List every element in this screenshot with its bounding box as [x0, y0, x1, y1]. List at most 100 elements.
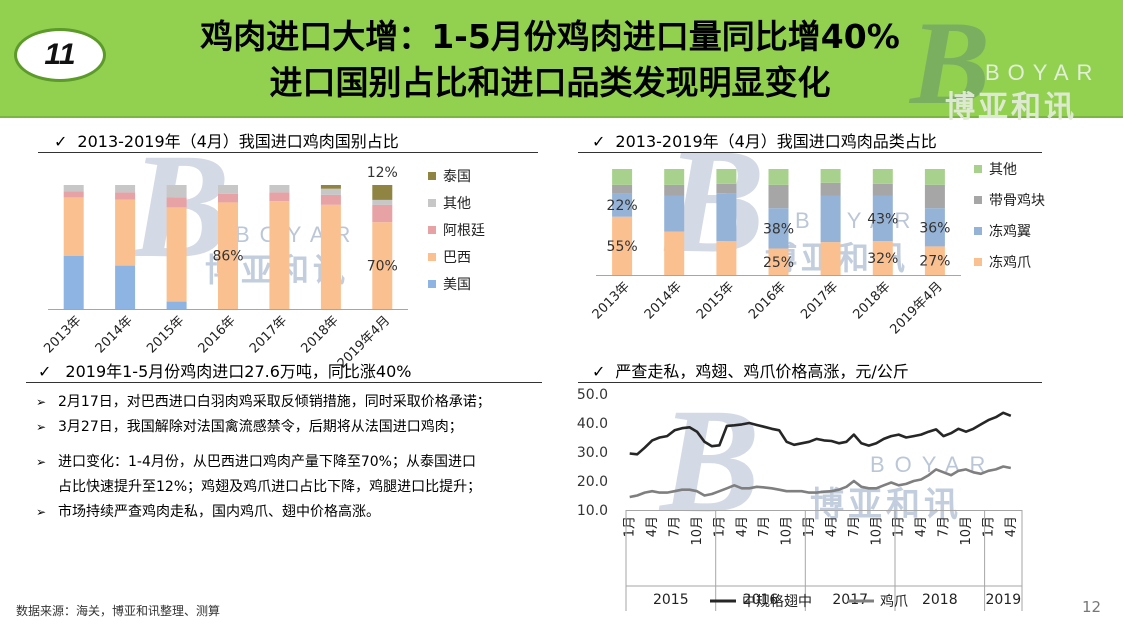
- x-tick-label: 2016年: [746, 279, 789, 322]
- page-number: 12: [1082, 598, 1102, 616]
- bar-segment: [218, 202, 238, 309]
- data-label: 27%: [919, 254, 950, 270]
- divider: [38, 152, 538, 153]
- bullet-item: ➢ 3月27日，我国解除对法国禽流感禁令，后期将从法国进口鸡肉；: [34, 415, 554, 440]
- data-label: 22%: [607, 198, 638, 214]
- bar-segment: [115, 265, 136, 309]
- bar-segment: [320, 194, 341, 205]
- month-tick-label: 4月: [735, 516, 750, 537]
- month-tick-label: 4月: [645, 516, 660, 537]
- category-share-heading: ✓ 2013-2019年（4月）我国进口鸡肉品类占比: [592, 132, 937, 151]
- month-tick-label: 4月: [914, 516, 929, 537]
- bar-segment: [372, 222, 393, 309]
- bar-segment: [372, 185, 393, 200]
- bar-segment: [872, 241, 893, 275]
- check-icon: ✓: [54, 132, 68, 151]
- bar-segment: [872, 169, 893, 184]
- month-tick-label: 4月: [825, 516, 840, 537]
- data-label: 36%: [919, 220, 950, 236]
- year-label: 2016: [743, 592, 779, 608]
- summary-heading: ✓ 2019年1-5月份鸡肉进口27.6万吨，同比涨40%: [38, 362, 412, 381]
- bar-segment: [612, 184, 633, 194]
- legend-label: 其他: [443, 196, 471, 212]
- bar-segment: [320, 185, 341, 189]
- bar-segment: [612, 216, 633, 275]
- bar-segment: [166, 185, 187, 198]
- bar-segment: [820, 242, 841, 275]
- bar-segment: [269, 201, 290, 309]
- bar-segment: [924, 184, 945, 209]
- bar-segment: [320, 188, 341, 195]
- bar-segment: [63, 197, 84, 256]
- bar-segment: [63, 255, 84, 309]
- bar-segment: [716, 193, 737, 242]
- arrow-bullet-icon: ➢: [36, 505, 47, 519]
- slide-number-badge: 11: [14, 28, 106, 82]
- x-tick-label: 2018年: [299, 313, 342, 356]
- series-line: [629, 465, 1012, 499]
- country-share-heading: ✓ 2013-2019年（4月）我国进口鸡肉国别占比: [54, 132, 399, 151]
- bullet-text: 进口变化：1-4月份，从巴西进口鸡肉产量下降至70%；从泰国进口: [58, 454, 476, 470]
- legend-label: 带骨鸡块: [989, 192, 1045, 209]
- divider: [26, 382, 542, 383]
- bar-segment: [716, 183, 737, 194]
- divider: [578, 382, 1042, 383]
- legend-swatch: [428, 226, 436, 234]
- bar-segment: [820, 182, 841, 196]
- month-tick-label: 1月: [981, 516, 996, 537]
- bar-segment: [166, 207, 187, 302]
- month-tick-label: 1月: [623, 516, 638, 537]
- bar-segment: [269, 185, 290, 193]
- y-tick-label: 20.0: [577, 474, 608, 490]
- bar-segment: [716, 241, 737, 275]
- month-tick-label: 7月: [847, 516, 862, 537]
- data-label: 38%: [763, 221, 794, 237]
- data-label: 70%: [367, 259, 398, 275]
- header-banner: 11 鸡肉进口大增：1-5月份鸡肉进口量同比增40% 进口国别占比和进口品类发现…: [0, 0, 1123, 129]
- check-icon: ✓: [38, 362, 52, 381]
- year-label: 2019: [985, 592, 1021, 608]
- month-tick-label: 1月: [712, 516, 727, 537]
- arrow-bullet-icon: ➢: [36, 420, 47, 434]
- bar-segment: [269, 192, 290, 202]
- bar-segment: [166, 301, 187, 309]
- series-line: [629, 411, 1012, 456]
- bar-segment: [768, 169, 789, 185]
- year-label: 2015: [653, 592, 689, 608]
- month-tick-label: 1月: [802, 516, 817, 537]
- bar-segment: [612, 193, 633, 217]
- month-tick-label: 10月: [869, 516, 884, 546]
- month-tick-label: 7月: [668, 516, 683, 537]
- month-tick-label: 1月: [892, 516, 907, 537]
- legend-swatch: [974, 196, 982, 204]
- check-icon: ✓: [592, 362, 606, 381]
- bar-segment: [115, 185, 136, 193]
- x-tick-label: 2017年: [247, 313, 290, 356]
- bullet-item: ➢ 市场持续严查鸡肉走私，国内鸡爪、翅中价格高涨。: [34, 500, 554, 525]
- bar-segment: [612, 169, 633, 185]
- x-tick-label: 2013年: [41, 313, 84, 356]
- data-label: 86%: [212, 249, 243, 265]
- slide-title: 鸡肉进口大增：1-5月份鸡肉进口量同比增40% 进口国别占比和进口品类发现明显变…: [100, 14, 1000, 106]
- summary-bullets: ➢ 2月17日，对巴西进口白羽肉鸡采取反倾销措施，同时采取价格承诺； ➢ 3月27日，…: [34, 390, 554, 525]
- x-tick-label: 2018年: [850, 279, 893, 322]
- legend-swatch: [428, 280, 436, 288]
- bar-segment: [768, 208, 789, 249]
- check-icon: ✓: [592, 132, 606, 151]
- month-tick-label: 7月: [757, 516, 772, 537]
- arrow-bullet-icon: ➢: [36, 455, 47, 469]
- legend-label: 冻鸡爪: [989, 254, 1031, 271]
- bar-segment: [924, 169, 945, 185]
- y-tick-label: 10.0: [577, 503, 608, 519]
- legend-swatch: [428, 253, 436, 261]
- bar-segment: [768, 248, 789, 275]
- bar-segment: [768, 184, 789, 209]
- bullet-text: 市场持续严查鸡肉走私，国内鸡爪、翅中价格高涨。: [58, 504, 380, 520]
- month-tick-label: 7月: [937, 516, 952, 537]
- title-line-2: 进口国别占比和进口品类发现明显变化: [269, 63, 831, 102]
- data-source: 数据来源：海关，博亚和讯整理、测算: [16, 604, 221, 618]
- x-tick-label: 2019年4月: [887, 279, 945, 337]
- legend-label: 冻鸡翼: [989, 223, 1031, 240]
- legend-label: 鸡爪: [880, 593, 908, 610]
- legend-label: 泰国: [443, 169, 471, 185]
